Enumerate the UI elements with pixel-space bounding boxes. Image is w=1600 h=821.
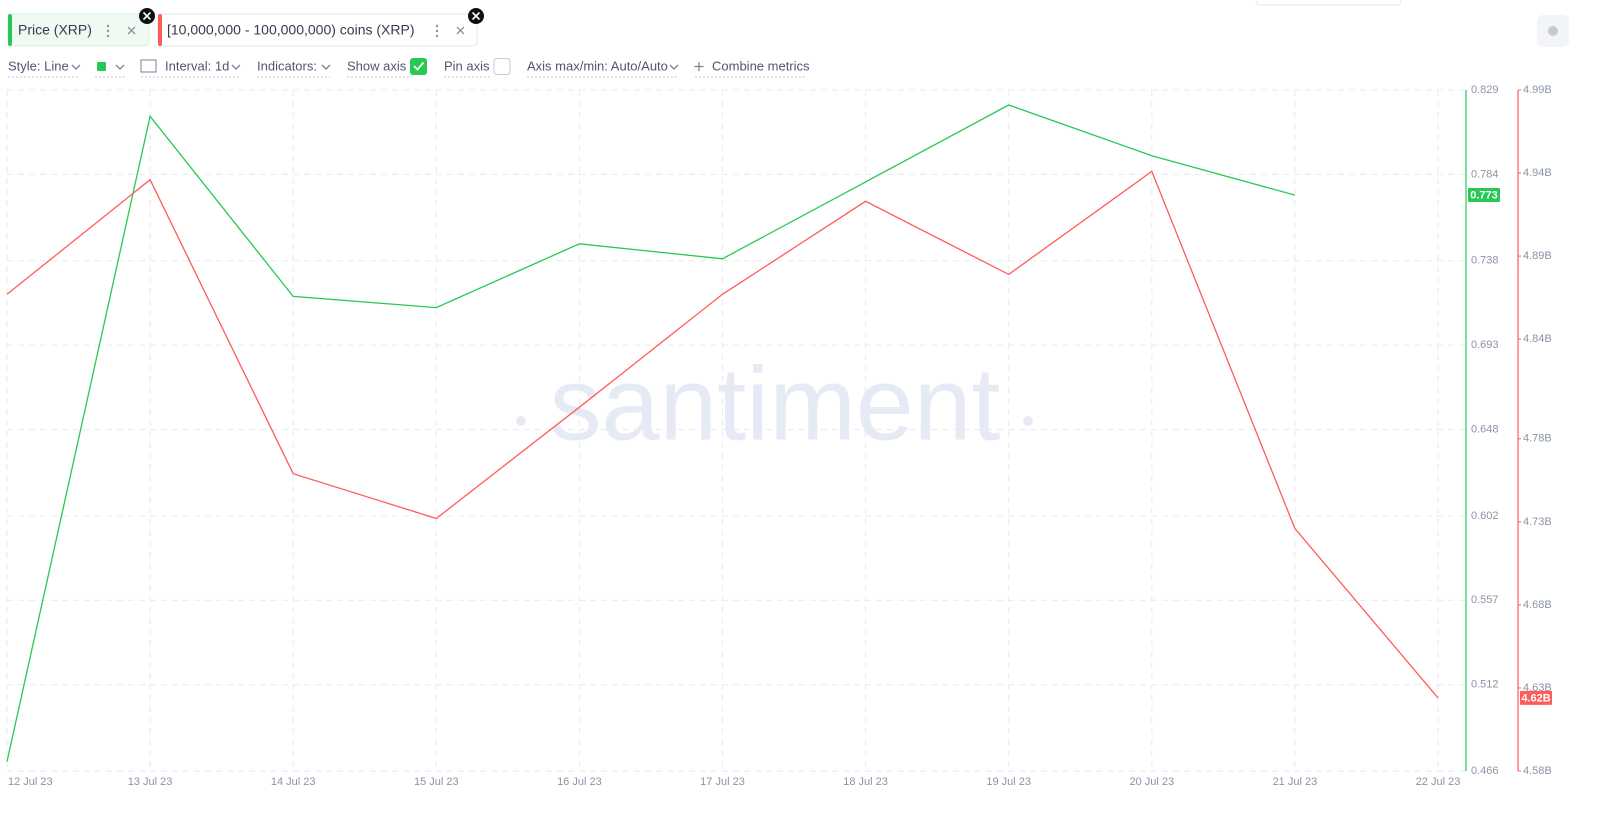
last-value-badge	[1520, 690, 1552, 705]
color-control[interactable]	[97, 62, 106, 71]
y2-tick-label: 4.99B	[1523, 84, 1552, 96]
y-tick-label: 0.693	[1471, 339, 1499, 351]
y2-tick-label: 4.94B	[1523, 167, 1552, 179]
metric-chip[interactable]: [10,000,000 - 100,000,000) coins (XRP)	[157, 8, 484, 47]
y2-tick-label: 4.58B	[1523, 765, 1552, 777]
y-tick-label: 0.557	[1471, 594, 1499, 606]
chip-label: Price (XRP)	[18, 22, 92, 38]
y-tick-label: 0.829	[1471, 84, 1499, 96]
last-value-badge	[1468, 188, 1500, 203]
last-value-label: 4.62B	[1521, 692, 1550, 704]
series-line	[6, 170, 1439, 699]
y2-tick-label: 4.89B	[1523, 250, 1552, 262]
y2-tick-label: 4.68B	[1523, 599, 1552, 611]
x-tick-label: 15 Jul 23	[414, 776, 459, 788]
y-tick-label: 0.512	[1471, 679, 1499, 691]
y-tick-label: 0.784	[1471, 168, 1499, 180]
show-axis-control[interactable]: Show axis	[347, 58, 407, 73]
pin-axis-control[interactable]: Pin axis	[444, 58, 490, 73]
chip-label: [10,000,000 - 100,000,000) coins (XRP)	[167, 22, 415, 38]
x-tick-label: 12 Jul 23	[8, 776, 53, 788]
y-tick-label: 0.738	[1471, 255, 1499, 267]
show-axis-checkbox[interactable]	[410, 58, 427, 75]
interval-control[interactable]: Interval: 1d	[165, 58, 229, 73]
style-control[interactable]: Style: Line	[8, 58, 69, 73]
y2-tick-label: 4.78B	[1523, 433, 1552, 445]
indicators-control[interactable]: Indicators:	[257, 58, 317, 73]
metric-chip[interactable]: Price (XRP)	[7, 8, 155, 47]
y2-tick-label: 4.84B	[1523, 333, 1552, 345]
y-tick-label: 0.466	[1471, 765, 1499, 777]
axis-minmax-control[interactable]: Axis max/min: Auto/Auto	[527, 58, 668, 73]
x-tick-label: 18 Jul 23	[843, 776, 888, 788]
watermark-dot	[516, 416, 526, 426]
pin-axis-checkbox[interactable]	[493, 58, 511, 75]
x-tick-label: 22 Jul 23	[1416, 776, 1461, 788]
watermark-dot	[1023, 416, 1033, 426]
x-tick-label: 14 Jul 23	[271, 776, 316, 788]
watermark: santiment	[550, 346, 1001, 462]
x-tick-label: 19 Jul 23	[986, 776, 1031, 788]
x-tick-label: 20 Jul 23	[1129, 776, 1174, 788]
series-line	[6, 104, 1296, 762]
controls: Style: Line Interval: 1d Indicators: Sho…	[8, 58, 810, 78]
interval-icon	[140, 59, 157, 73]
y-tick-label: 0.648	[1471, 423, 1499, 435]
y2-tick-label: 4.63B	[1523, 682, 1552, 694]
x-tick-label: 21 Jul 23	[1273, 776, 1318, 788]
combine-metrics-control[interactable]: Combine metrics	[712, 58, 810, 73]
x-tick-label: 17 Jul 23	[700, 776, 745, 788]
last-value-label: 0.773	[1470, 189, 1498, 201]
x-tick-label: 13 Jul 23	[128, 776, 173, 788]
settings-icon	[1548, 26, 1558, 36]
x-tick-label: 16 Jul 23	[557, 776, 602, 788]
y2-tick-label: 4.73B	[1523, 516, 1552, 528]
y-tick-label: 0.602	[1471, 510, 1499, 522]
top-box	[1255, 0, 1402, 6]
